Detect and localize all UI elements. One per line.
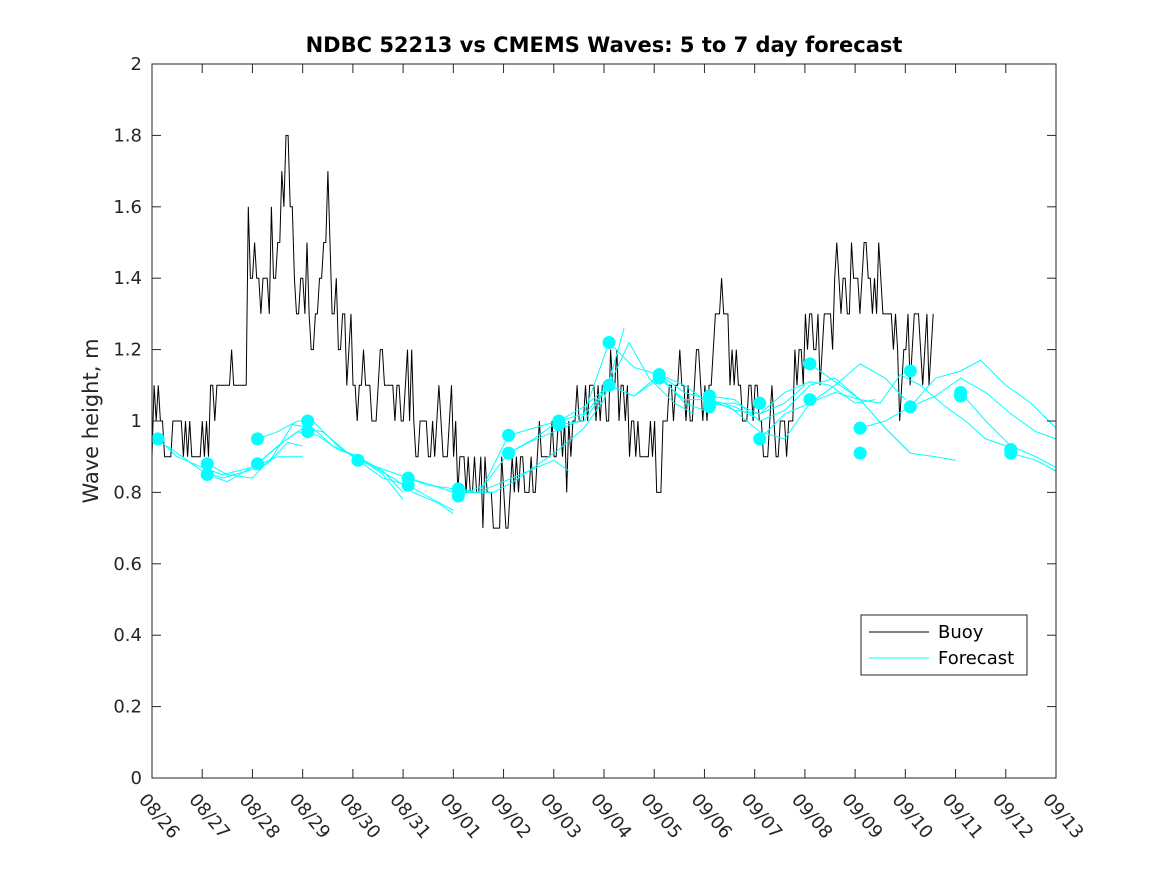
forecast-line [458, 373, 705, 497]
forecast-line [458, 341, 695, 493]
forecast-line [1010, 452, 1057, 472]
forecast-marker [301, 414, 315, 428]
legend-forecast-label: Forecast [938, 648, 1014, 669]
forecast-marker [401, 478, 415, 492]
forecast-marker [803, 393, 817, 407]
y-tick-label: 0.2 [113, 697, 142, 718]
forecast-marker [753, 432, 767, 446]
y-tick-label: 1.8 [113, 125, 142, 146]
y-axis-label: Wave height, m [79, 338, 103, 503]
y-tick-label: 0 [131, 768, 142, 789]
forecast-markers [151, 335, 1018, 503]
forecast-line [910, 377, 1057, 440]
forecast-line [157, 438, 303, 476]
forecast-marker [602, 335, 616, 349]
legend-buoy-label: Buoy [938, 622, 984, 643]
forecast-marker [753, 396, 767, 410]
forecast-marker [552, 418, 566, 432]
forecast-marker [1004, 446, 1018, 460]
forecast-marker [200, 457, 214, 471]
y-tick-label: 1 [131, 411, 142, 432]
forecast-marker [853, 446, 867, 460]
y-tick-label: 1.2 [113, 340, 142, 361]
forecast-line [558, 377, 806, 426]
forecast-line [407, 328, 625, 493]
forecast-marker [602, 378, 616, 392]
y-tick-label: 0.6 [113, 554, 142, 575]
forecast-line [508, 341, 755, 454]
forecast-marker [702, 400, 716, 414]
forecast-marker [903, 364, 917, 378]
buoy-series [151, 134, 934, 529]
forecast-line [859, 359, 1057, 429]
y-tick-label: 2 [131, 54, 142, 75]
legend-box [860, 614, 1028, 676]
legend: Buoy Forecast [860, 614, 1028, 676]
y-tick-label: 0.8 [113, 482, 142, 503]
forecast-marker [351, 453, 365, 467]
forecast-marker [903, 400, 917, 414]
y-tick-label: 0.4 [113, 625, 142, 646]
forecast-line [166, 441, 303, 479]
forecast-line [809, 363, 1006, 447]
chart-title: NDBC 52213 vs CMEMS Waves: 5 to 7 day fo… [306, 33, 903, 57]
forecast-marker [502, 428, 516, 442]
forecast-marker [803, 357, 817, 371]
forecast-marker [502, 446, 516, 460]
forecast-marker [250, 457, 264, 471]
y-tick-label: 1.4 [113, 268, 142, 289]
buoy-line [151, 134, 934, 529]
forecast-marker [652, 371, 666, 385]
forecast-line [206, 424, 404, 493]
y-axis: 0 0.2 0.4 0.6 0.8 1 1.2 1.4 1.6 1.8 2 [113, 54, 1056, 789]
forecast-marker [954, 389, 968, 403]
forecast-marker [853, 421, 867, 435]
forecast-marker [301, 425, 315, 439]
forecast-marker [250, 432, 264, 446]
forecast-marker [151, 432, 165, 446]
y-tick-label: 1.6 [113, 197, 142, 218]
forecast-marker [451, 489, 465, 503]
forecast-marker [200, 468, 214, 482]
